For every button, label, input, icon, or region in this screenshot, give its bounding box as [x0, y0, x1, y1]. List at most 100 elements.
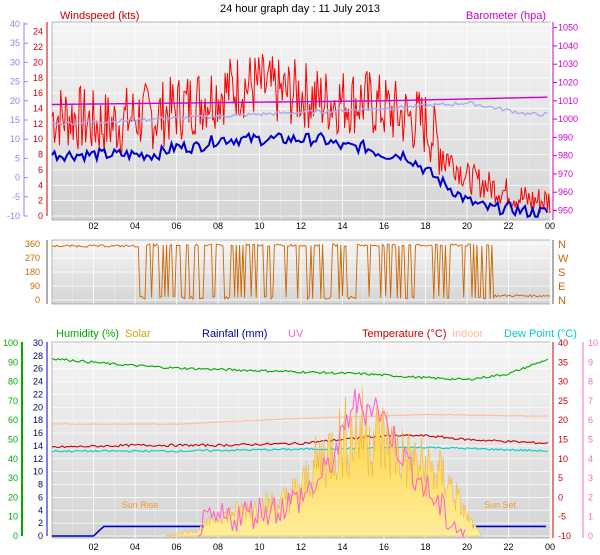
temp-xtick-label: 00	[545, 542, 555, 552]
legend-temperature: Temperature (°C)	[362, 328, 446, 340]
humidity-tick-label: 40	[8, 454, 18, 464]
humidity-tick-label: 90	[8, 357, 18, 367]
direction-right-tick-label: N	[558, 239, 566, 251]
inner-left-tick-label: 6	[38, 165, 43, 175]
temperature-tick-label: 10	[558, 454, 568, 464]
inner-left-tick-label: 12	[33, 119, 43, 129]
wind-xtick-label: 18	[420, 221, 430, 231]
rainfall-tick-label: 14	[33, 441, 43, 451]
outer-left-tick-label: -5	[12, 192, 20, 202]
temp-xtick-label: 14	[337, 542, 347, 552]
wind-xtick-label: 12	[296, 221, 306, 231]
rainfall-tick-label: 24	[33, 377, 43, 387]
legend-rainfall: Rainfall (mm)	[202, 328, 267, 340]
right-tick-label: 1030	[558, 59, 578, 69]
temp-series-6	[197, 388, 466, 538]
page-title: 24 hour graph day : 11 July 2013	[220, 3, 380, 15]
direction-left-tick-label: 270	[25, 253, 40, 263]
humidity-tick-label: 60	[8, 415, 18, 425]
wind-panel-axes: 02 04 06 08 10 12 14 16 18 20 22 004035302520151050…	[7, 19, 578, 231]
temperature-humidity-panel: 02 04 06 08 10 12 14 16 18 20 22 001009080706050403…	[3, 328, 598, 552]
sunset-label: Sun Set	[484, 500, 517, 510]
temp-xtick-label: 18	[420, 542, 430, 552]
uv-tick-label: 2	[588, 492, 593, 502]
wind-barometer-panel: 02 04 06 08 10 12 14 16 18 20 22 004035302520151050…	[7, 10, 578, 231]
direction-panel-series	[51, 242, 551, 301]
inner-left-tick-label: 22	[33, 42, 43, 52]
rainfall-tick-label: 0	[38, 531, 43, 541]
uv-tick-label: 8	[588, 377, 593, 387]
inner-left-tick-label: 20	[33, 57, 43, 67]
right-tick-label: 1010	[558, 96, 578, 106]
temperature-tick-label: 35	[558, 357, 568, 367]
legend-barometer: Barometer (hpa)	[466, 10, 546, 22]
uv-tick-label: 7	[588, 396, 593, 406]
outer-left-tick-label: 25	[10, 77, 20, 87]
wind-panel-grid	[52, 22, 551, 220]
temp-xtick-label: 12	[296, 542, 306, 552]
temp-xtick-label: 06	[171, 542, 181, 552]
temp-series-1	[52, 413, 548, 425]
direction-right-tick-label: N	[558, 295, 566, 307]
temperature-tick-label: 15	[558, 435, 568, 445]
wind-xtick-label: 08	[213, 221, 223, 231]
right-tick-label: 970	[558, 169, 573, 179]
humidity-tick-label: 100	[3, 338, 18, 348]
direction-series	[51, 242, 551, 301]
inner-left-tick-label: 0	[38, 211, 43, 221]
outer-left-tick-label: 15	[10, 115, 20, 125]
wind-xtick-label: 16	[379, 221, 389, 231]
rainfall-tick-label: 26	[33, 364, 43, 374]
legend-solar: Solar	[125, 328, 151, 340]
outer-left-tick-label: 30	[10, 57, 20, 67]
right-tick-label: 960	[558, 187, 573, 197]
temp-xtick-label: 16	[379, 542, 389, 552]
wind-xtick-label: 22	[503, 221, 513, 231]
temperature-tick-label: 20	[558, 415, 568, 425]
direction-left-tick-label: 90	[30, 281, 40, 291]
wind-xtick-label: 02	[88, 221, 98, 231]
temp-xtick-label: 22	[503, 542, 513, 552]
humidity-tick-label: 50	[8, 435, 18, 445]
wind-series-1	[51, 131, 549, 219]
outer-left-tick-label: 35	[10, 38, 20, 48]
direction-right-tick-label: W	[558, 253, 569, 265]
outer-left-tick-label: 0	[15, 173, 20, 183]
sunrise-label: Sun Rise	[122, 500, 159, 510]
right-tick-label: 1040	[558, 41, 578, 51]
rainfall-tick-label: 28	[33, 351, 43, 361]
inner-left-tick-label: 4	[38, 180, 43, 190]
temp-panel-series	[51, 357, 549, 538]
temp-series-0	[51, 357, 549, 381]
right-tick-label: 980	[558, 151, 573, 161]
wind-xtick-label: 10	[254, 221, 264, 231]
humidity-tick-label: 20	[8, 492, 18, 502]
rainfall-tick-label: 6	[38, 492, 43, 502]
rainfall-tick-label: 4	[38, 505, 43, 515]
temp-series-2	[51, 433, 549, 449]
temp-xtick-label: 20	[462, 542, 472, 552]
temp-xtick-label: 10	[254, 542, 264, 552]
temp-series-3	[51, 446, 548, 453]
rainfall-tick-label: 10	[33, 467, 43, 477]
temperature-tick-label: 30	[558, 377, 568, 387]
inner-left-tick-label: 18	[33, 73, 43, 83]
temperature-tick-label: 0	[558, 492, 563, 502]
legend-uv: UV	[288, 328, 304, 340]
uv-tick-label: 3	[588, 473, 593, 483]
temp-xtick-label: 04	[130, 542, 140, 552]
outer-left-tick-label: 20	[10, 96, 20, 106]
rainfall-tick-label: 20	[33, 402, 43, 412]
legend-humidity: Humidity (%)	[56, 328, 119, 340]
temp-panel-legend: Humidity (%) Solar Rainfall (mm) UV Temperat…	[56, 328, 577, 340]
direction-left-tick-label: 180	[25, 267, 40, 277]
inner-left-tick-label: 14	[33, 103, 43, 113]
direction-right-tick-label: E	[558, 281, 565, 293]
rainfall-tick-label: 2	[38, 518, 43, 528]
right-tick-label: 1020	[558, 78, 578, 88]
direction-right-tick-label: S	[558, 267, 565, 279]
